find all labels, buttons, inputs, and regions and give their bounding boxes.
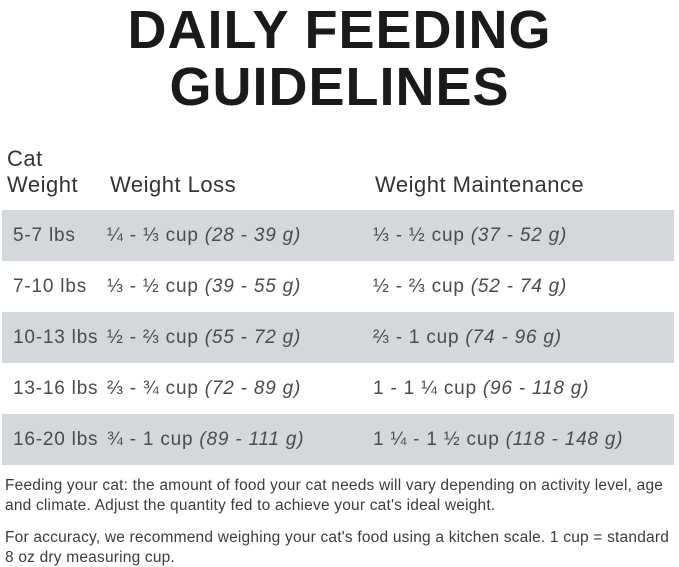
table-row: 5-7 lbs ¼ - ⅓ cup (28 - 39 g) ⅓ - ½ cup (3… (2, 210, 674, 261)
page-title-line1: DAILY FEEDING (127, 0, 552, 60)
loss-cups: ⅔ - ¾ cup (107, 377, 199, 399)
weight-maintenance-cell: ⅔ - 1 cup (74 - 96 g) (373, 327, 674, 349)
column-header-cat-weight: Cat Weight (7, 146, 110, 198)
loss-cups: ⅓ - ½ cup (107, 275, 199, 297)
weight-loss-cell: ¾ - 1 cup (89 - 111 g) (107, 429, 373, 451)
maintenance-cups: ½ - ⅔ cup (373, 275, 465, 297)
cat-weight-cell: 13-16 lbs (13, 377, 99, 399)
column-header-weight-maintenance: Weight Maintenance (375, 172, 585, 197)
table-row: 7-10 lbs ⅓ - ½ cup (39 - 55 g) ½ - ⅔ cup(… (2, 261, 674, 312)
table-row: 16-20 lbs ¾ - 1 cup (89 - 111 g) 1 ¼ - 1 … (2, 414, 674, 465)
loss-grams: (28 - 39 g) (204, 224, 302, 246)
maintenance-grams: (37 - 52 g) (470, 224, 568, 246)
maintenance-cups: 1 ¼ - 1 ½ cup (373, 428, 500, 450)
maintenance-grams: (118 - 148 g) (505, 428, 624, 450)
loss-grams: (89 - 111 g) (199, 428, 305, 450)
weight-maintenance-cell: ⅓ - ½ cup (37 - 52 g) (373, 225, 674, 247)
weight-loss-cell: ⅓ - ½ cup (39 - 55 g) (107, 276, 373, 298)
weight-maintenance-cell: ½ - ⅔ cup (52 - 74 g) (373, 276, 674, 298)
loss-grams: (72 - 89 g) (204, 377, 302, 399)
loss-grams: (39 - 55 g) (204, 275, 302, 297)
weight-loss-cell: ½ - ⅔ cup (55 - 72 g) (107, 327, 373, 349)
table-header: Cat Weight Weight Loss Weight Maintenanc… (0, 146, 679, 210)
maintenance-cups: 1 - 1 ¼ cup (373, 377, 477, 399)
accuracy-note: For accuracy, we recommend weighing your… (5, 529, 670, 566)
page-title-line2: GUIDELINES (169, 57, 510, 117)
weight-loss-cell: ¼ - ⅓ cup (28 - 39 g) (107, 225, 373, 247)
weight-maintenance-cell: 1 ¼ - 1 ½ cup (118 - 148 g) (373, 429, 674, 451)
loss-cups: ¾ - 1 cup (107, 428, 194, 450)
cat-weight-cell: 10-13 lbs (13, 326, 99, 348)
column-header-weight-loss: Weight Loss (110, 172, 237, 197)
maintenance-grams: (52 - 74 g) (470, 275, 568, 297)
cat-weight-cell: 5-7 lbs (13, 224, 76, 246)
maintenance-grams: (96 - 118 g) (482, 377, 590, 399)
loss-cups: ½ - ⅔ cup (107, 326, 199, 348)
loss-cups: ¼ - ⅓ cup (107, 224, 199, 246)
feeding-table: 5-7 lbs ¼ - ⅓ cup (28 - 39 g) ⅓ - ½ cup (3… (0, 210, 679, 465)
table-row: 13-16 lbs ⅔ - ¾ cup (72 - 89 g) 1 - 1 ¼ c… (2, 363, 674, 414)
cat-weight-cell: 7-10 lbs (13, 275, 87, 297)
table-row: 10-13 lbs ½ - ⅔ cup (55 - 72 g) ⅔ - 1 cup… (2, 312, 674, 363)
column-header-cat-weight-line1: Cat (7, 146, 43, 171)
page-title: DAILY FEEDING GUIDELINES (0, 0, 679, 116)
feeding-note: Feeding your cat: the amount of food you… (5, 477, 664, 514)
column-header-cat-weight-line2: Weight (7, 172, 79, 197)
footnotes: Feeding your cat: the amount of food you… (0, 476, 679, 567)
cat-weight-cell: 16-20 lbs (13, 428, 99, 450)
weight-loss-cell: ⅔ - ¾ cup (72 - 89 g) (107, 378, 373, 400)
weight-maintenance-cell: 1 - 1 ¼ cup (96 - 118 g) (373, 378, 674, 400)
loss-grams: (55 - 72 g) (204, 326, 302, 348)
maintenance-grams: (74 - 96 g) (465, 326, 562, 348)
maintenance-cups: ⅓ - ½ cup (373, 224, 465, 246)
maintenance-cups: ⅔ - 1 cup (373, 326, 460, 348)
